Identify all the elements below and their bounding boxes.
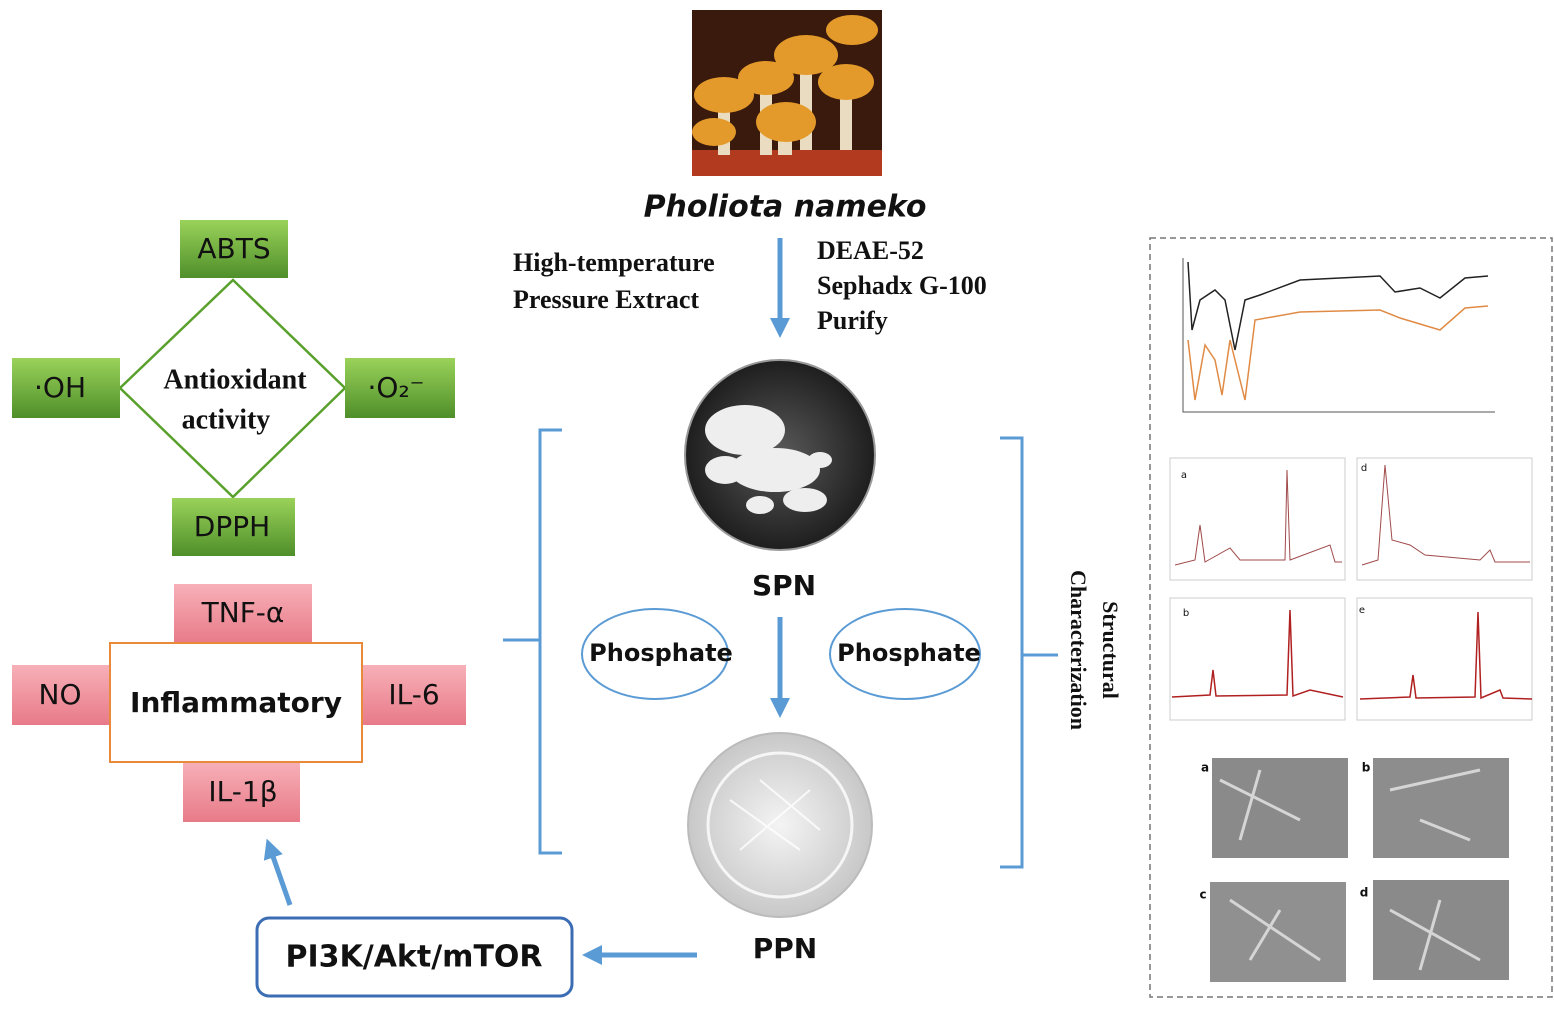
phosphate-label: Phosphate <box>837 639 981 667</box>
assay-box <box>12 358 120 418</box>
cytokine-label: IL-1β <box>208 775 277 808</box>
phosphate-label: Phosphate <box>589 639 733 667</box>
antioxidant-diamond <box>118 278 347 499</box>
panel-letter: d <box>1361 463 1367 474</box>
pathway-label: PI3K/Akt/mTOR <box>285 940 542 975</box>
pathway-box <box>255 916 574 998</box>
inflammatory-box <box>109 642 363 763</box>
purification-text: Purify <box>817 306 888 335</box>
panel-letter: d <box>1360 886 1369 900</box>
assay-box <box>345 358 455 418</box>
panel-letter: a <box>1201 761 1209 775</box>
panel-letter: a <box>1181 470 1187 481</box>
assay-box <box>172 498 295 556</box>
assay-label: ·OH <box>34 371 86 404</box>
spn-dish <box>684 359 876 551</box>
cytokine-box <box>174 584 312 644</box>
extraction-text: Pressure Extract <box>513 285 699 314</box>
characterization-panel <box>1149 237 1553 998</box>
mushroom-photo <box>692 10 882 176</box>
bracket <box>503 428 562 855</box>
inflammatory-label: Inflammatory <box>130 686 342 719</box>
extraction-text: High-temperature <box>513 248 715 277</box>
bracket <box>1000 436 1058 869</box>
cytokine-label: NO <box>39 678 82 711</box>
characterization-text: Characterization <box>1066 570 1091 730</box>
cytokine-label: TNF-α <box>201 596 285 629</box>
antioxidant-label: activity <box>182 404 271 435</box>
assay-label: DPPH <box>194 510 270 543</box>
title: Pholiota nameko <box>644 190 927 225</box>
panel-letter: e <box>1359 605 1365 616</box>
cytokine-box <box>362 665 466 725</box>
purification-text: Sephadx G-100 <box>817 271 987 300</box>
panel-letter: b <box>1183 608 1189 619</box>
arrow <box>263 838 293 906</box>
cytokine-box <box>12 665 110 725</box>
cytokine-box <box>183 762 300 822</box>
characterization-text: Structural <box>1098 601 1123 699</box>
cytokine-label: IL-6 <box>388 678 439 711</box>
assay-box <box>180 220 288 278</box>
phosphate-ellipse <box>829 608 981 700</box>
panel-letter: b <box>1362 761 1371 775</box>
assay-label: ·O₂⁻ <box>368 371 425 404</box>
antioxidant-label: Antioxidant <box>163 364 307 395</box>
assay-label: ABTS <box>197 232 270 265</box>
phosphate-ellipse <box>581 608 729 700</box>
ppn-label: PPN <box>753 932 817 965</box>
spn-label: SPN <box>752 569 816 602</box>
panel-letter: c <box>1199 888 1206 902</box>
purification-text: DEAE-52 <box>817 236 924 265</box>
ppn-dish <box>687 732 873 918</box>
